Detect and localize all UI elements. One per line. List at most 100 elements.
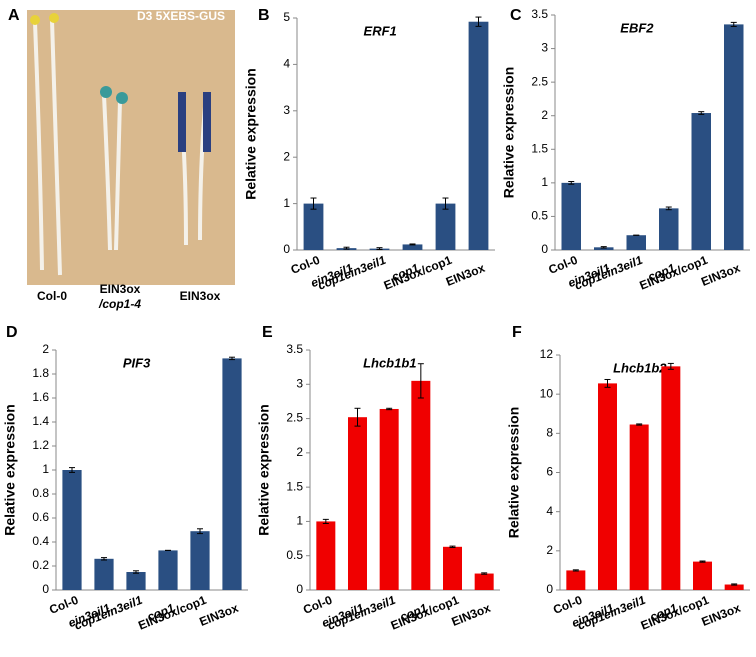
error-bar [386, 407, 393, 411]
bar [474, 573, 494, 590]
y-tick-label: 10 [540, 386, 554, 400]
y-tick-label: 1 [42, 462, 49, 476]
bar [693, 561, 712, 590]
y-tick-label: 2 [541, 108, 548, 122]
bar [724, 24, 744, 251]
bar [724, 584, 744, 590]
y-tick-label: 1.4 [32, 414, 49, 428]
error-bar [730, 21, 737, 27]
bar [316, 521, 336, 590]
bar [379, 408, 399, 590]
bar [94, 558, 114, 590]
error-bar [604, 378, 611, 388]
y-tick-label: 0.4 [32, 534, 49, 548]
bar [566, 570, 586, 590]
cotyledon [49, 13, 59, 23]
error-bar [101, 557, 107, 561]
error-bar [572, 569, 579, 572]
bar [561, 182, 581, 250]
bar [190, 531, 210, 590]
chart-title: EBF2 [620, 20, 654, 35]
bar-chart: C EBF2 Relative expression 0 0.5 1 1.5 2 2.5 3 3.5… [501, 7, 750, 293]
y-tick-label: 1.5 [531, 141, 548, 155]
bar [411, 380, 431, 590]
error-bar [698, 111, 705, 115]
seedlings [33, 19, 208, 276]
error-bar [417, 363, 424, 399]
bar [402, 244, 423, 250]
error-bar [376, 247, 383, 251]
error-bar [449, 545, 456, 548]
y-tick-label: 1 [283, 196, 290, 210]
y-tick-label: 2 [283, 149, 290, 163]
panel-label: C [510, 7, 522, 24]
photo-title: D3 5XEBS-GUS [137, 9, 225, 23]
bar [629, 424, 649, 590]
y-axis-label: Relative expression [506, 407, 522, 539]
y-tick-label: 2 [296, 445, 303, 459]
cotyledon [30, 15, 40, 25]
y-tick-label: 1.5 [286, 479, 303, 493]
y-tick-label: 2.5 [286, 411, 303, 425]
error-bar [481, 572, 488, 575]
bar [158, 550, 178, 590]
y-axis-label: Relative expression [243, 68, 259, 200]
bar [126, 572, 146, 590]
y-tick-label: 1 [541, 175, 548, 189]
photo-caption: /cop1-4 [98, 297, 141, 311]
hypocotyl [178, 92, 186, 152]
bar [222, 358, 242, 590]
panel-label: A [8, 7, 20, 24]
photo-caption: EIN3ox [180, 289, 221, 303]
error-bar [665, 206, 672, 211]
error-bar [600, 246, 607, 249]
y-tick-label: 3 [283, 103, 290, 117]
y-tick-label: 2.5 [531, 74, 548, 88]
y-tick-label: 8 [546, 426, 553, 440]
y-tick-label: 2 [42, 342, 49, 356]
y-axis-label: Relative expression [2, 404, 18, 536]
chart-title: ERF1 [364, 23, 397, 38]
bar [659, 208, 679, 250]
error-bar [409, 243, 416, 246]
y-tick-label: 0 [546, 582, 553, 596]
bar [691, 113, 711, 251]
cotyledon [100, 86, 112, 98]
photo-panel: A D3 5XEBS-GUS Col-0 EIN3ox /cop1-4 EIN3… [8, 7, 235, 311]
bar [62, 470, 82, 590]
bar [348, 417, 367, 590]
y-tick-label: 1.2 [32, 438, 49, 452]
error-bar [636, 423, 643, 426]
error-bar [310, 197, 317, 210]
bar [626, 235, 646, 250]
hypocotyl [203, 92, 211, 152]
error-bar [442, 197, 449, 210]
y-axis-label: Relative expression [501, 67, 517, 199]
y-tick-label: 0.8 [32, 486, 49, 500]
bar [468, 21, 489, 250]
error-bar [229, 356, 235, 361]
y-tick-label: 0 [283, 242, 290, 256]
error-bar [133, 570, 139, 574]
panel-label: E [262, 324, 273, 341]
y-tick-label: 3 [541, 41, 548, 55]
y-tick-label: 1.8 [32, 366, 49, 380]
error-bar [69, 467, 75, 473]
y-tick-label: 0.5 [531, 209, 548, 223]
y-tick-label: 0.6 [32, 510, 49, 524]
bar [598, 383, 617, 590]
y-tick-label: 3 [296, 376, 303, 390]
y-tick-label: 1.6 [32, 390, 49, 404]
y-tick-label: 0.5 [286, 548, 303, 562]
y-tick-label: 4 [546, 504, 553, 518]
y-tick-label: 5 [283, 10, 290, 24]
chart-title: Lhcb1b1 [363, 355, 416, 370]
y-tick-label: 2 [546, 543, 553, 557]
y-tick-label: 6 [546, 465, 553, 479]
cotyledon [116, 92, 128, 104]
y-tick-label: 12 [540, 347, 554, 361]
error-bar [699, 560, 706, 563]
